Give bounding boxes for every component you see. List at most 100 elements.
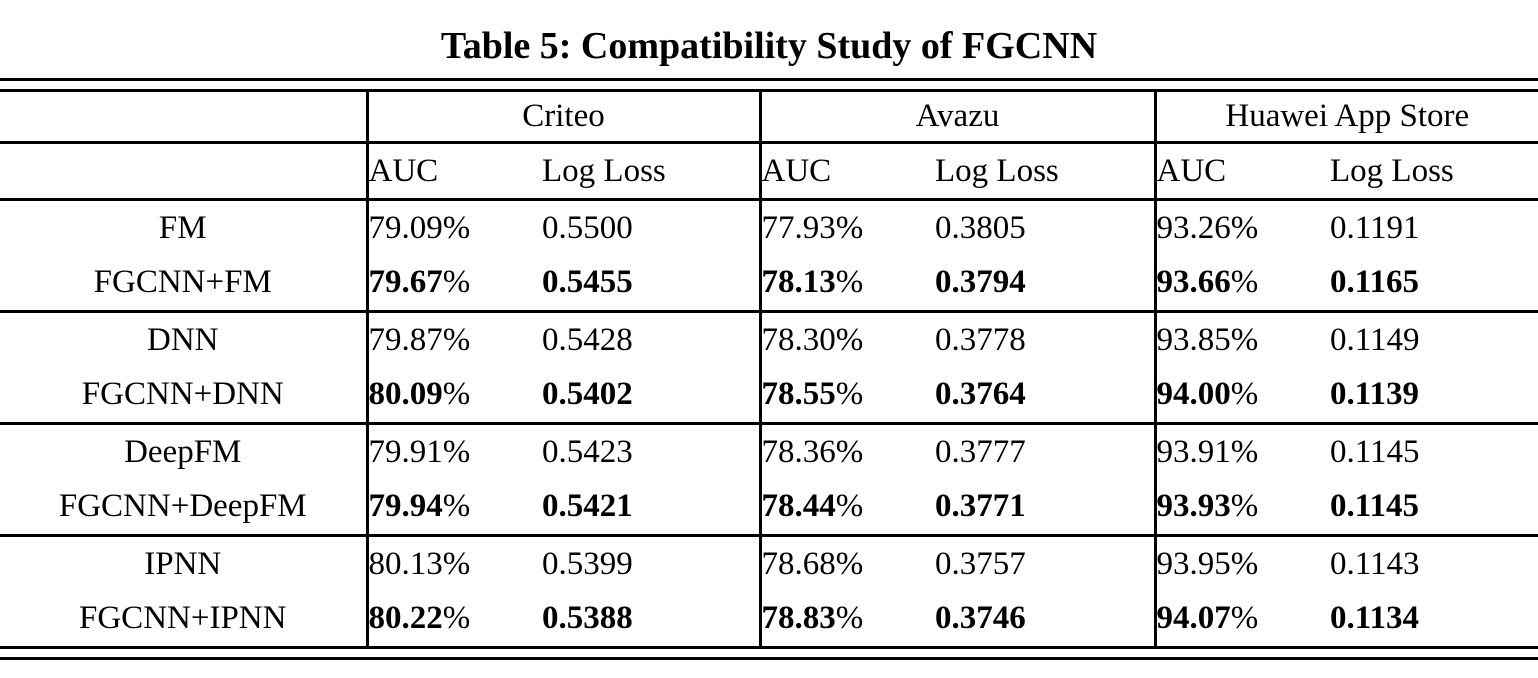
cell-huawei-auc: 93.66%	[1153, 255, 1331, 313]
percent-sign: %	[1230, 376, 1259, 413]
table-row-fgcnn-dnn: FGCNN+DNN 80.09% 0.5402 78.55% 0.3764 94…	[0, 367, 1538, 425]
col-header-criteo-logloss: Log Loss	[542, 142, 761, 201]
percent-sign: %	[835, 488, 864, 525]
cell-avazu-auc: 78.30%	[758, 311, 936, 368]
cell-huawei-logloss: 0.1139	[1330, 367, 1538, 425]
column-group-huawei-app-store: Huawei App Store	[1153, 90, 1538, 144]
top-rule-outer	[0, 78, 1538, 81]
cell-avazu-auc: 78.68%	[758, 535, 936, 592]
col-header-criteo-auc: AUC	[365, 142, 542, 201]
model-name: DNN	[147, 321, 219, 358]
cell-criteo-auc: 80.13%	[365, 535, 542, 592]
percent-sign: %	[1230, 264, 1259, 301]
group-header-row: Criteo Avazu Huawei App Store	[0, 90, 1538, 144]
cell-criteo-logloss: 0.5500	[542, 209, 633, 246]
percent-sign: %	[835, 264, 864, 301]
cell-avazu-logloss: 0.3764	[935, 367, 1156, 425]
percent-sign: %	[1230, 433, 1259, 470]
cell-avazu-logloss: 0.3794	[935, 255, 1156, 313]
cell-avazu-logloss: 0.3771	[935, 479, 1156, 537]
cell-avazu-logloss: 0.3778	[935, 321, 1026, 358]
percent-sign: %	[442, 600, 471, 637]
percent-sign: %	[442, 264, 471, 301]
percent-sign: %	[442, 433, 471, 470]
cell-huawei-auc: 94.07%	[1153, 591, 1331, 648]
cell-criteo-logloss: 0.5421	[542, 479, 761, 537]
percent-sign: %	[1230, 209, 1259, 246]
cell-huawei-logloss: 0.1145	[1330, 479, 1538, 537]
cell-huawei-logloss: 0.1149	[1330, 321, 1420, 358]
percent-sign: %	[1230, 488, 1259, 525]
model-name: FGCNN+DeepFM	[0, 479, 367, 537]
percent-sign: %	[835, 545, 864, 582]
cell-huawei-logloss: 0.1134	[1330, 600, 1419, 637]
model-name: FGCNN+FM	[0, 255, 367, 313]
table-row-dnn: DNN 79.87% 0.5428 78.30% 0.3778 93.85% 0…	[0, 311, 1538, 368]
cell-avazu-auc: 78.83%	[758, 591, 936, 648]
percent-sign: %	[835, 209, 864, 246]
cell-avazu-logloss: 0.3777	[935, 433, 1026, 470]
percent-sign: %	[1230, 600, 1259, 637]
cell-criteo-logloss: 0.5388	[542, 600, 633, 637]
cell-criteo-logloss: 0.5423	[542, 433, 633, 470]
bottom-rule-outer	[0, 657, 1538, 660]
cell-avazu-logloss: 0.3805	[935, 209, 1026, 246]
percent-sign: %	[442, 321, 471, 358]
cell-huawei-logloss: 0.1191	[1330, 209, 1420, 246]
percent-sign: %	[442, 488, 471, 525]
percent-sign: %	[1230, 321, 1259, 358]
table-row-fgcnn-fm: FGCNN+FM 79.67% 0.5455 78.13% 0.3794 93.…	[0, 255, 1538, 313]
cell-huawei-logloss: 0.1165	[1330, 255, 1538, 313]
percent-sign: %	[835, 376, 864, 413]
col-header-avazu-auc: AUC	[758, 142, 936, 201]
percent-sign: %	[442, 545, 471, 582]
cell-criteo-logloss: 0.5399	[542, 545, 633, 582]
cell-huawei-auc: 93.91%	[1153, 423, 1331, 480]
cell-criteo-auc: 80.09%	[365, 367, 542, 425]
percent-sign: %	[1230, 545, 1259, 582]
cell-criteo-auc: 79.94%	[365, 479, 542, 537]
header-spacer-cell	[0, 90, 367, 144]
table-row-fgcnn-deepfm: FGCNN+DeepFM 79.94% 0.5421 78.44% 0.3771…	[0, 479, 1538, 537]
model-name: FM	[158, 209, 207, 246]
cell-avazu-auc: 78.13%	[758, 255, 936, 313]
percent-sign: %	[835, 321, 864, 358]
table-row-ipnn: IPNN 80.13% 0.5399 78.68% 0.3757 93.95% …	[0, 535, 1538, 592]
bottom-rule-gap	[0, 649, 1538, 657]
model-name: FGCNN+DNN	[0, 367, 367, 425]
cell-criteo-auc: 79.67%	[365, 255, 542, 313]
percent-sign: %	[835, 600, 864, 637]
column-group-criteo: Criteo	[365, 90, 761, 144]
cell-huawei-auc: 93.85%	[1153, 311, 1331, 368]
subheader-row: AUC Log Loss AUC Log Loss AUC Log Loss	[0, 142, 1538, 201]
column-group-avazu: Avazu	[758, 90, 1156, 144]
model-name: IPNN	[144, 545, 222, 582]
cell-criteo-auc: 79.91%	[365, 423, 542, 480]
col-header-huawei-logloss: Log Loss	[1330, 142, 1538, 201]
top-rule-gap	[0, 81, 1538, 89]
model-name: DeepFM	[124, 433, 242, 470]
percent-sign: %	[442, 376, 471, 413]
cell-huawei-auc: 93.26%	[1153, 199, 1331, 256]
cell-criteo-auc: 80.22%	[365, 591, 542, 648]
table-row-fgcnn-ipnn: FGCNN+IPNN 80.22% 0.5388 78.83% 0.3746 9…	[0, 591, 1538, 648]
col-header-avazu-logloss: Log Loss	[935, 142, 1156, 201]
cell-criteo-auc: 79.87%	[365, 311, 542, 368]
cell-avazu-auc: 78.55%	[758, 367, 936, 425]
percent-sign: %	[442, 209, 471, 246]
cell-criteo-logloss: 0.5455	[542, 255, 761, 313]
table-row-fm: FM 79.09% 0.5500 77.93% 0.3805 93.26% 0.…	[0, 199, 1538, 256]
cell-huawei-logloss: 0.1143	[1330, 545, 1420, 582]
cell-avazu-auc: 78.44%	[758, 479, 936, 537]
cell-avazu-auc: 77.93%	[758, 199, 936, 256]
cell-huawei-auc: 93.93%	[1153, 479, 1331, 537]
table-caption: Table 5: Compatibility Study of FGCNN	[440, 25, 1098, 67]
cell-avazu-auc: 78.36%	[758, 423, 936, 480]
cell-avazu-logloss: 0.3746	[935, 600, 1026, 637]
header-spacer-cell	[0, 142, 367, 201]
model-name: FGCNN+IPNN	[79, 600, 287, 637]
cell-criteo-auc: 79.09%	[365, 199, 542, 256]
col-header-huawei-auc: AUC	[1153, 142, 1331, 201]
cell-huawei-auc: 93.95%	[1153, 535, 1331, 592]
